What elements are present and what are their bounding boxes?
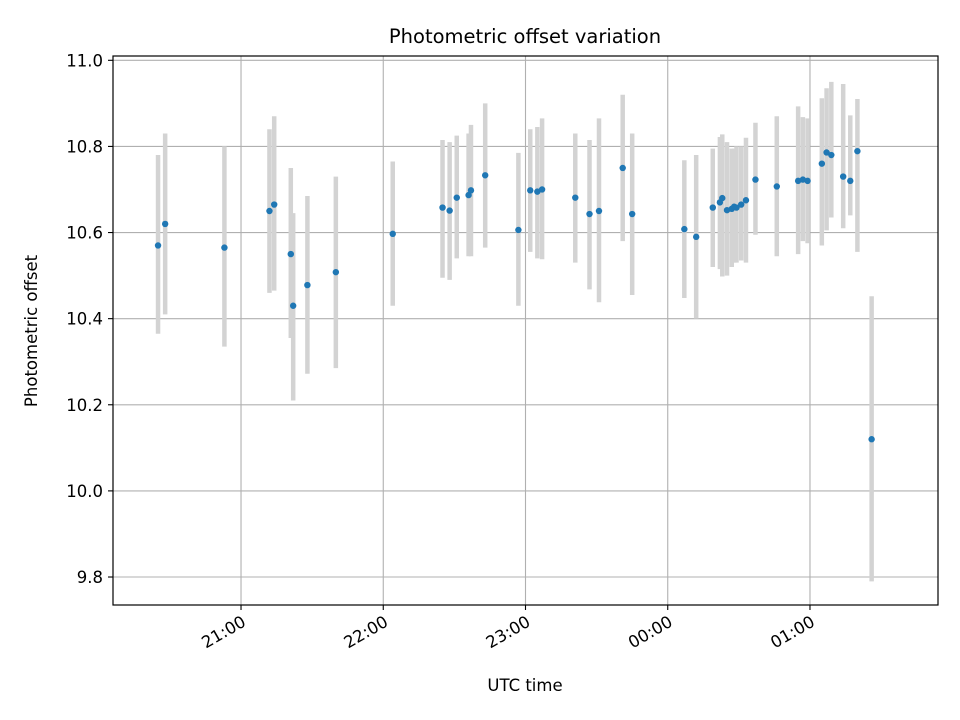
data-point [154, 242, 162, 249]
data-point [538, 186, 546, 193]
y-tick-label: 11.0 [66, 51, 103, 70]
data-point [709, 204, 716, 211]
data-point [304, 281, 311, 289]
data-point [847, 177, 854, 185]
data-point [446, 207, 453, 214]
data-point [595, 207, 603, 215]
data-point [467, 187, 475, 194]
marker-layer [154, 147, 875, 443]
data-point [289, 302, 297, 309]
data-point [733, 204, 740, 211]
y-tick-label: 10.6 [66, 224, 103, 243]
x-axis-label: UTC time [487, 676, 562, 695]
data-point [868, 436, 875, 443]
data-point [692, 233, 700, 241]
y-axis-ticks: 9.8 10.0 10.2 10.4 10.6 10.8 11.0 [66, 51, 113, 587]
data-point [628, 210, 636, 218]
grid-layer [113, 56, 938, 605]
data-point [515, 226, 522, 234]
y-axis-label: Photometric offset [22, 254, 41, 407]
data-point [738, 201, 745, 208]
data-point [481, 172, 489, 179]
data-point [161, 220, 169, 228]
y-tick-label: 9.8 [77, 568, 103, 587]
data-point [221, 244, 228, 251]
data-point [828, 151, 835, 159]
data-point [681, 225, 688, 233]
data-point [742, 197, 750, 204]
data-point [389, 230, 396, 238]
data-point [823, 149, 830, 156]
plot-area: 21:00 22:00 23:00 00:00 01:00 9.810.010.210.… [66, 51, 939, 652]
chart-title: Photometric offset variation [389, 25, 661, 48]
data-point [752, 176, 759, 183]
data-point [439, 204, 446, 211]
y-tick-label: 10.0 [66, 482, 103, 501]
data-point [266, 207, 273, 215]
y-tick-label: 10.8 [66, 137, 103, 156]
data-point [818, 160, 826, 167]
data-point [854, 147, 861, 155]
y-tick-label: 10.4 [66, 310, 103, 329]
y-tick-label: 10.2 [66, 396, 103, 415]
data-point [271, 201, 278, 208]
data-point [719, 194, 726, 202]
data-point [287, 250, 295, 258]
data-point [572, 194, 579, 201]
data-point [839, 173, 847, 180]
data-point [453, 194, 460, 201]
data-point [619, 164, 626, 172]
data-point [465, 191, 472, 199]
data-point [773, 183, 780, 190]
data-point [586, 210, 593, 218]
data-point [527, 187, 534, 194]
data-point [332, 268, 340, 276]
data-point [804, 177, 811, 185]
